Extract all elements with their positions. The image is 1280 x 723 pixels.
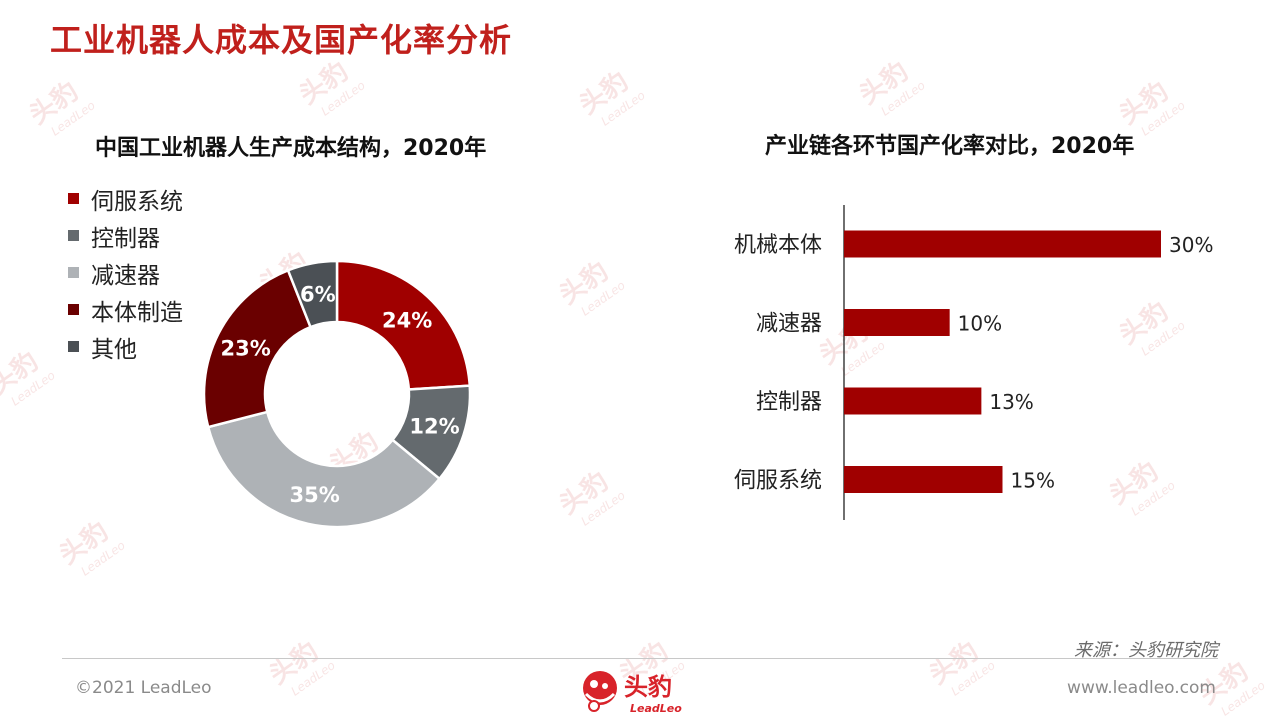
watermark-en: LeadLeo	[8, 368, 58, 409]
bar-value-label: 30%	[1169, 233, 1213, 257]
watermark-en: LeadLeo	[578, 488, 628, 529]
watermark-cn: 头豹	[854, 56, 914, 111]
donut-value-label: 6%	[300, 282, 336, 306]
watermark-en: LeadLeo	[948, 658, 998, 699]
slide-title: 工业机器人成本及国产化率分析	[50, 21, 513, 59]
legend-item: 本体制造	[62, 291, 183, 328]
bar-value-label: 10%	[958, 312, 1002, 336]
donut-slice	[202, 268, 313, 429]
watermark-en: LeadLeo	[1138, 98, 1188, 139]
legend-label: 伺服系统	[91, 188, 183, 215]
cost-structure-legend: 伺服系统控制器减速器本体制造其他	[62, 180, 183, 365]
watermark-en: LeadLeo	[578, 278, 628, 319]
leadleo-logo: 头豹 LeadLeo	[583, 671, 682, 715]
donut-slice	[206, 410, 442, 529]
bar-value-label: 15%	[1011, 469, 1055, 493]
donut-value-label: 24%	[382, 308, 432, 332]
copyright-text: ©2021 LeadLeo	[75, 678, 212, 698]
bar-category-label: 减速器	[756, 312, 822, 337]
watermark-en: LeadLeo	[48, 98, 98, 139]
bar-category-label: 伺服系统	[734, 469, 822, 494]
legend-swatch	[68, 230, 79, 241]
logo-en-text: LeadLeo	[630, 702, 682, 715]
legend-swatch	[68, 304, 79, 315]
cost-structure-donut-chart: 24% 12% 35% 23% 6%	[202, 259, 472, 529]
donut-value-label: 12%	[409, 415, 459, 439]
watermark-cn: 头豹	[554, 466, 614, 521]
donut-value-label: 35%	[290, 483, 340, 507]
legend-swatch	[68, 341, 79, 352]
watermark-cn: 头豹	[1114, 76, 1174, 131]
watermark-cn: 头豹	[924, 636, 984, 691]
watermark-cn: 头豹	[294, 56, 354, 111]
legend-label: 其他	[91, 336, 137, 363]
source-note: 来源：头豹研究院	[1074, 640, 1218, 661]
watermark-cn: 头豹	[574, 66, 634, 121]
localization-rate-bar-chart: 机械本体 30% 减速器 10% 控制器 13% 伺服系统 15%	[734, 205, 1213, 520]
footer-divider	[62, 658, 1218, 659]
legend-item: 减速器	[62, 254, 183, 291]
bar-category-label: 控制器	[756, 390, 822, 415]
bar	[844, 230, 1161, 258]
watermark-cn: 头豹	[54, 516, 114, 571]
legend-item: 控制器	[62, 217, 183, 254]
bar	[844, 466, 1003, 493]
legend-swatch	[68, 267, 79, 278]
legend-label: 减速器	[91, 262, 160, 289]
watermark-cn: 头豹	[0, 346, 44, 401]
bar	[844, 387, 982, 415]
legend-item: 其他	[62, 328, 183, 365]
legend-label: 本体制造	[91, 299, 183, 326]
donut-slice	[286, 259, 339, 329]
logo-cn-text: 头豹	[624, 673, 672, 701]
watermark-en: LeadLeo	[878, 78, 928, 119]
bar-value-label: 13%	[989, 390, 1033, 414]
watermark-en: LeadLeo	[318, 78, 368, 119]
watermark-cn: 头豹	[554, 256, 614, 311]
watermark-en: LeadLeo	[598, 88, 648, 129]
website-link[interactable]: www.leadleo.com	[1067, 678, 1216, 698]
legend-swatch	[68, 193, 79, 204]
donut-value-label: 23%	[221, 336, 271, 360]
bar-category-label: 机械本体	[734, 233, 822, 258]
localization-rate-chart-title: 产业链各环节国产化率对比，2020年	[765, 134, 1135, 159]
watermark-cn: 头豹	[264, 636, 324, 691]
cost-structure-chart-title: 中国工业机器人生产成本结构，2020年	[95, 136, 487, 161]
legend-item: 伺服系统	[62, 180, 183, 217]
watermark-en: LeadLeo	[78, 538, 128, 579]
watermark-en: LeadLeo	[288, 658, 338, 699]
watermark-en: LeadLeo	[1218, 678, 1268, 719]
legend-label: 控制器	[91, 225, 160, 252]
donut-slice	[335, 259, 472, 391]
bar	[844, 309, 950, 336]
watermark-cn: 头豹	[24, 76, 84, 131]
